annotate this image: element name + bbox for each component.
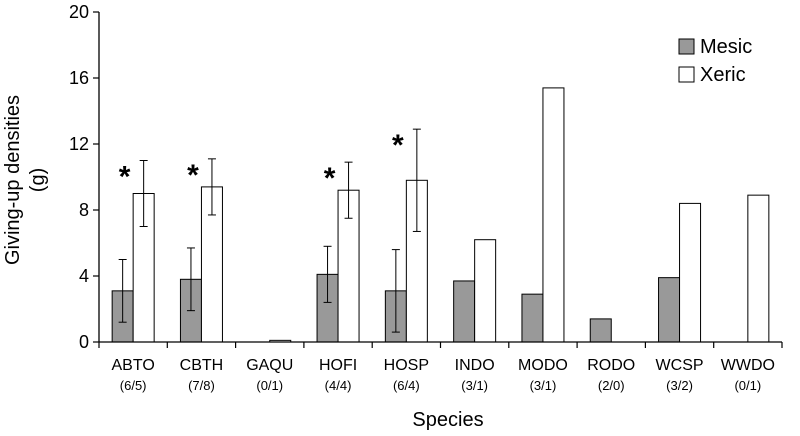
y-tick-label: 16 (69, 68, 89, 88)
sample-size-label: (3/2) (666, 378, 693, 393)
x-tick-label: ABTO (112, 357, 155, 374)
x-tick-label: HOFI (319, 357, 357, 374)
x-tick-label: RODO (587, 357, 635, 374)
y-tick-label: 12 (69, 134, 89, 154)
x-axis-title: Species (412, 409, 483, 431)
bars (111, 87, 770, 343)
significance-star-hosp: * (392, 129, 404, 162)
error-bars (118, 128, 421, 333)
bar-xeric-wcsp (679, 202, 702, 343)
x-tick-label: HOSP (384, 357, 429, 374)
sample-size-label: (3/1) (530, 378, 557, 393)
y-tick-label: 20 (69, 2, 89, 22)
x-tick-label: CBTH (180, 357, 224, 374)
bar-xeric-indo (474, 239, 497, 343)
significance-star-cbth: * (187, 159, 199, 192)
y-axis-title-line-1: Giving-up densities (2, 95, 24, 265)
bar-mesic-rodo (589, 318, 612, 343)
x-tick-label: WWDO (721, 357, 775, 374)
x-tick-label: GAQU (246, 357, 293, 374)
y-tick-label: 4 (79, 266, 89, 286)
sample-size-label: (7/8) (188, 378, 215, 393)
bar-mesic-modo (521, 293, 544, 343)
legend: Mesic Xeric (678, 36, 752, 86)
sample-size-label: (0/1) (734, 378, 761, 393)
x-tick-label: MODO (518, 357, 568, 374)
x-tick-label: WCSP (656, 357, 704, 374)
y-axis-title-line-2: (g) (27, 168, 49, 192)
significance-star-abto: * (119, 161, 131, 194)
x-tick-label: INDO (455, 357, 495, 374)
sample-size-label: (0/1) (256, 378, 283, 393)
sample-size-label: (2/0) (598, 378, 625, 393)
legend-label-xeric: Xeric (700, 64, 746, 86)
legend-swatch-mesic (678, 38, 695, 55)
bar-mesic-wcsp (658, 277, 681, 343)
bar-xeric-wwdo (747, 194, 770, 343)
bar-xeric-modo (542, 87, 565, 343)
y-tick-label: 0 (79, 332, 89, 352)
significance-star-hofi: * (324, 162, 336, 195)
legend-swatch-xeric (678, 66, 695, 83)
sample-size-label: (6/4) (393, 378, 420, 393)
y-tick-label: 8 (79, 200, 89, 220)
x-axis-ticks: ABTO (6/5) CBTH (7/8) GAQU (0/1) HOFI (4/4) HOSP… (98, 342, 783, 393)
y-axis-ticks: 0 4 8 12 16 20 (69, 2, 99, 352)
sample-size-label: (4/4) (325, 378, 352, 393)
sample-size-label: (3/1) (461, 378, 488, 393)
significance-markers: * * * * (119, 129, 404, 195)
sample-size-label: (6/5) (120, 378, 147, 393)
y-axis-title: Giving-up densities (g) (2, 95, 49, 265)
bar-mesic-indo (453, 280, 476, 343)
legend-label-mesic: Mesic (700, 36, 752, 58)
